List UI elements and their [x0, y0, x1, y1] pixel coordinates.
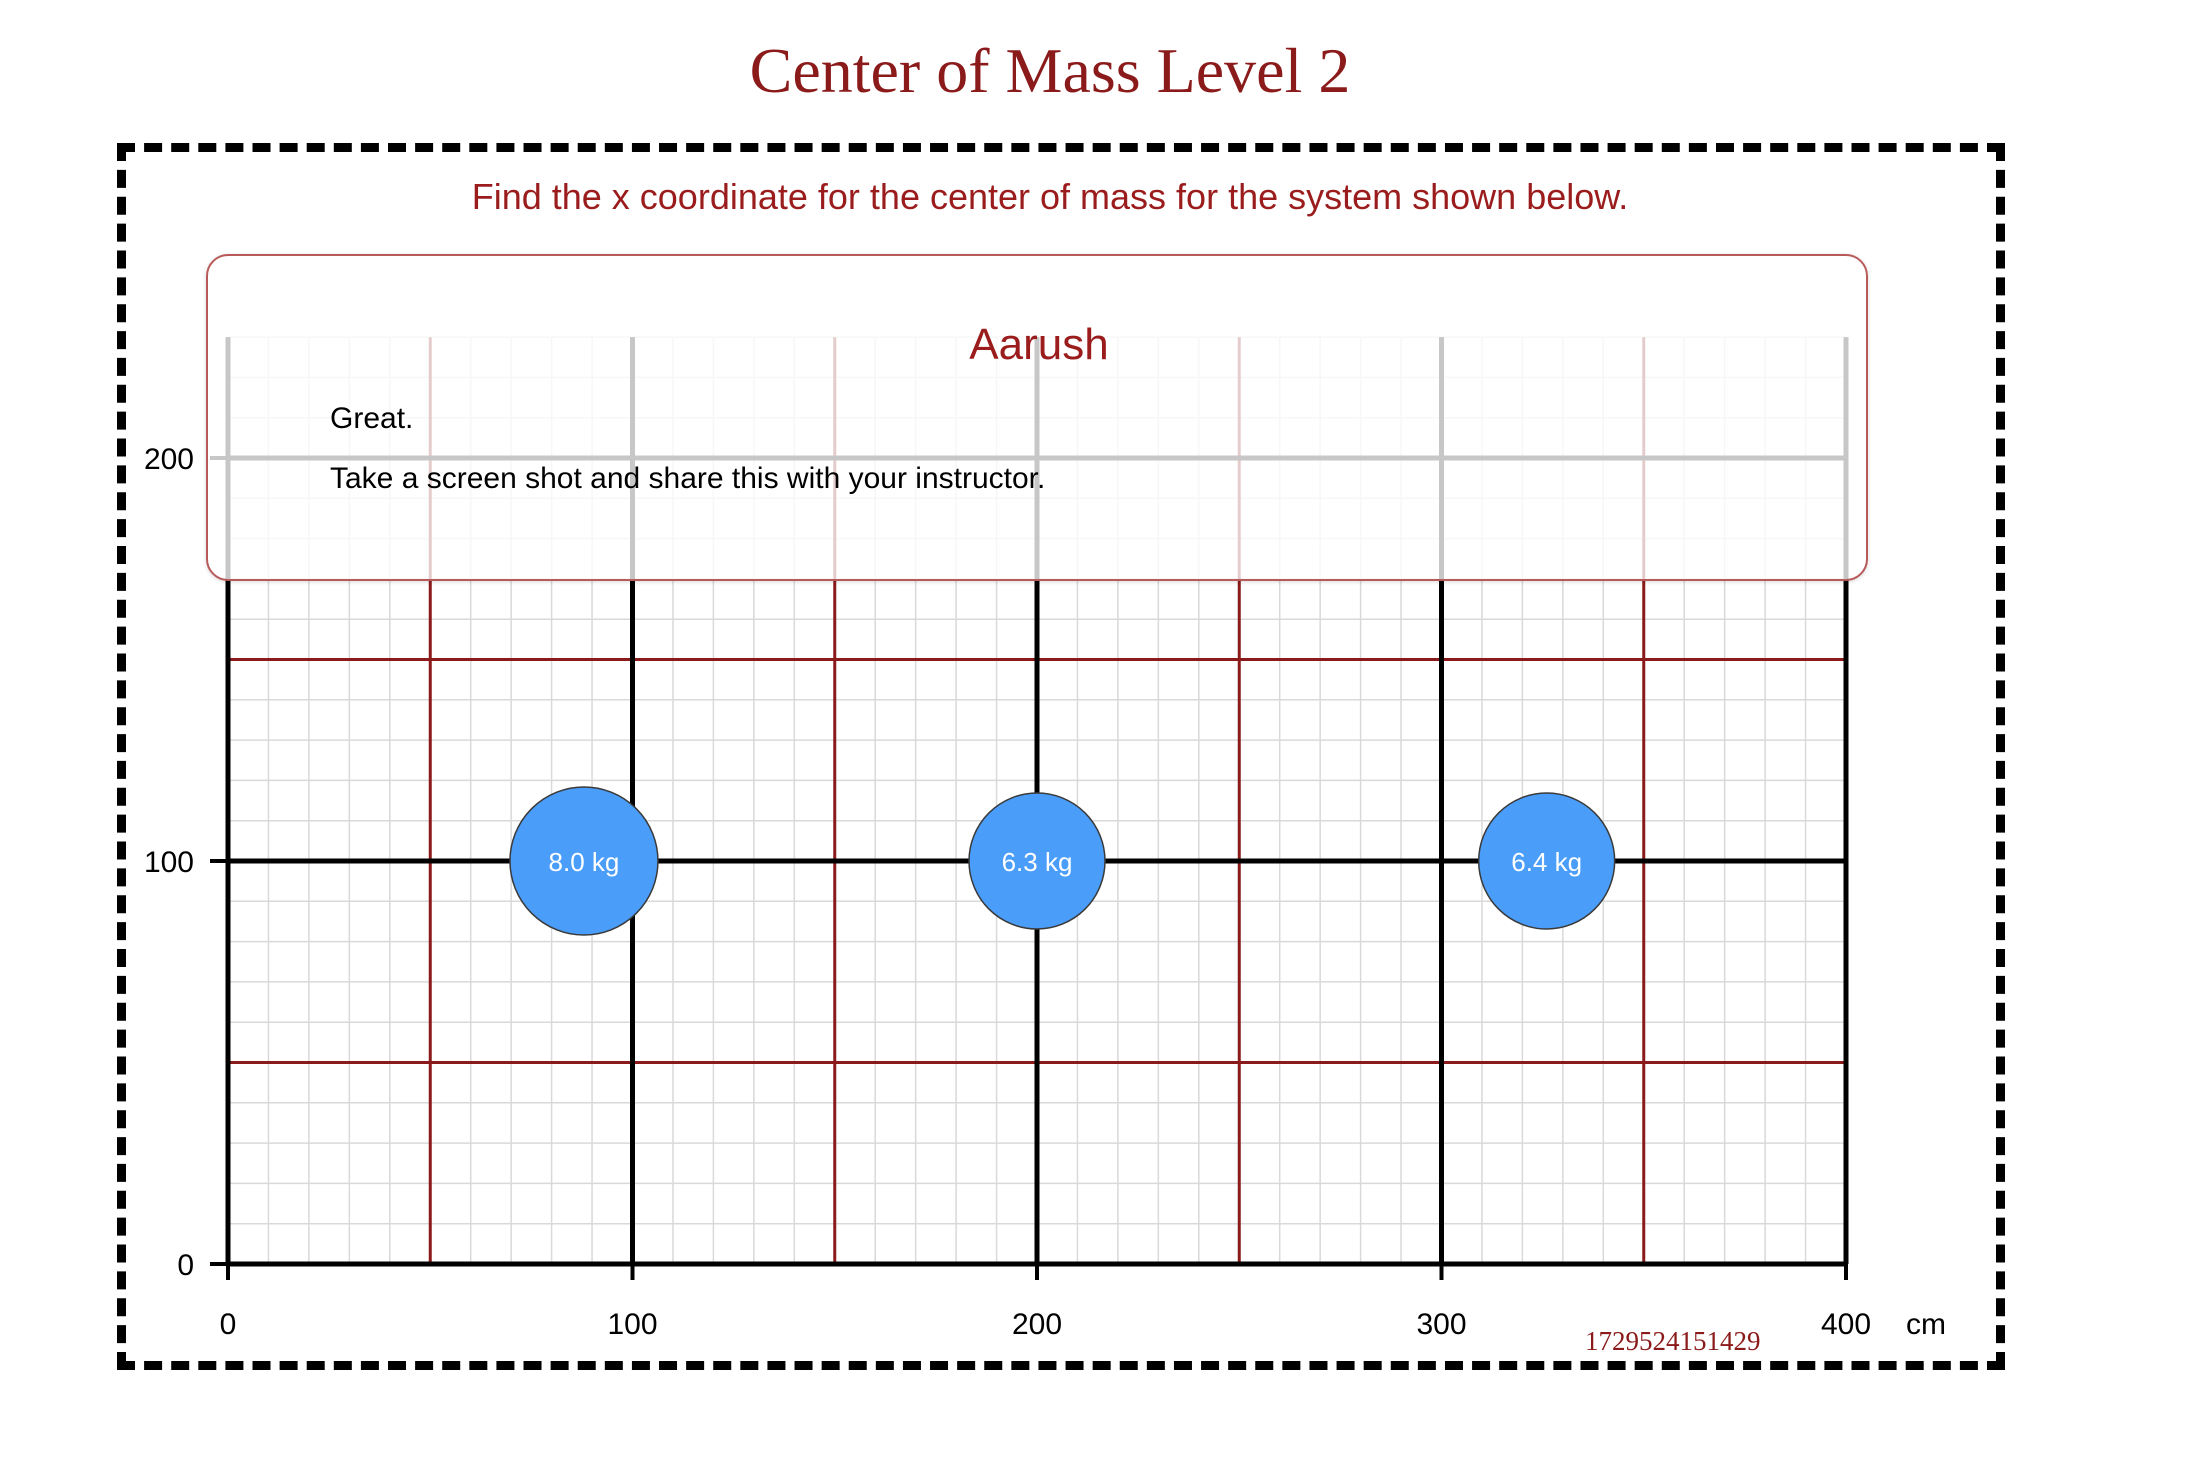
x-tick-label: 200	[1012, 1308, 1062, 1341]
puzzle-frame	[117, 143, 2005, 1370]
timestamp: 1729524151429	[1585, 1326, 1761, 1356]
x-axis-unit: cm	[1906, 1308, 1946, 1341]
x-tick-label: 100	[607, 1308, 657, 1341]
result-card: Aarush Great. Take a screen shot and sha…	[206, 254, 1868, 581]
mass-objects: 8.0 kg 6.3 kg 6.4 kg	[509, 786, 1616, 936]
result-instruction: Take a screen shot and share this with y…	[330, 462, 1046, 495]
mass-circle[interactable]	[1477, 792, 1616, 930]
mass-circle[interactable]	[509, 786, 659, 936]
mass-label: 6.3 kg	[1002, 847, 1073, 877]
y-tick-label: 200	[144, 443, 194, 476]
result-message: Great.	[330, 402, 414, 435]
page-title: Center of Mass Level 2	[749, 35, 1351, 106]
x-tick-label: 0	[220, 1308, 237, 1341]
y-tick-label: 0	[177, 1249, 194, 1282]
player-name: Aarush	[969, 320, 1109, 369]
mass-label: 8.0 kg	[549, 847, 620, 877]
x-tick-label: 300	[1416, 1308, 1466, 1341]
y-tick-label: 100	[144, 846, 194, 879]
mass-circle[interactable]	[968, 792, 1106, 930]
x-tick-label: 400	[1821, 1308, 1871, 1341]
axis-ticks: 0 100 200 300 400 cm 0 100 200	[144, 443, 1946, 1341]
mass-label: 6.4 kg	[1511, 847, 1582, 877]
instruction-text: Find the x coordinate for the center of …	[471, 176, 1629, 217]
